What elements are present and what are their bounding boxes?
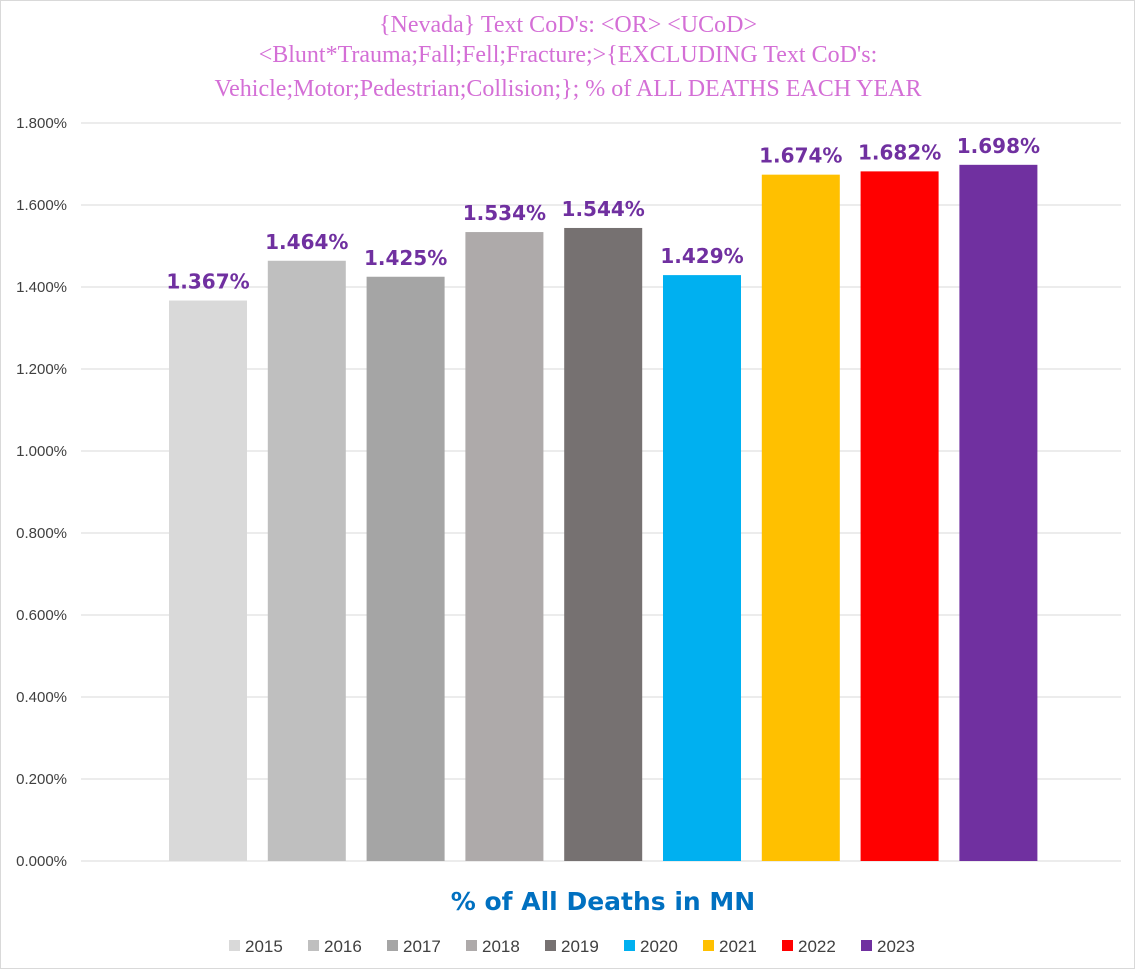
legend-label-2018: 2018 [482, 937, 520, 956]
data-label-2017: 1.425% [364, 246, 447, 270]
data-label-2015: 1.367% [166, 270, 249, 294]
legend-swatch-2015 [229, 940, 240, 951]
legend-label-2016: 2016 [324, 937, 362, 956]
bar-2017 [366, 276, 445, 861]
legend-swatch-2019 [545, 940, 556, 951]
legend-swatch-2020 [624, 940, 635, 951]
legend: 2015 2016 2017 2018 2019 2020 2021 2022 2023 [229, 937, 915, 956]
legend-swatch-2016 [308, 940, 319, 951]
bar-2015 [169, 300, 247, 861]
bars [169, 164, 1038, 861]
y-tick-label: 0.600% [16, 607, 67, 624]
legend-swatch-2018 [466, 940, 477, 951]
bar-2022 [860, 171, 939, 861]
y-tick-label: 1.000% [16, 443, 67, 460]
data-label-2018: 1.534% [463, 201, 546, 225]
bar-2023 [959, 164, 1038, 861]
y-tick-label: 0.800% [16, 525, 67, 542]
y-tick-label: 0.200% [16, 771, 67, 788]
legend-swatch-2023 [861, 940, 872, 951]
bar-2018 [465, 232, 544, 861]
chart-title-line-2: <Blunt*Trauma;Fall;Fell;Fracture;>{EXCLU… [259, 42, 878, 68]
bar-2021 [761, 174, 840, 861]
legend-swatch-2021 [703, 940, 714, 951]
y-tick-label: 1.600% [16, 197, 67, 214]
bar-2019 [564, 227, 643, 861]
chart-title: {Nevada} Text CoD's: <OR> <UCoD> <Blunt*… [214, 12, 921, 102]
chart-title-line-1: {Nevada} Text CoD's: <OR> <UCoD> [379, 12, 757, 38]
legend-label-2020: 2020 [640, 937, 678, 956]
legend-label-2015: 2015 [245, 937, 283, 956]
y-tick-label: 0.400% [16, 689, 67, 706]
bar-2016 [267, 260, 346, 861]
data-label-2020: 1.429% [660, 244, 743, 268]
chart-title-line-3: Vehicle;Motor;Pedestrian;Collision;}; % … [214, 76, 921, 102]
data-labels: 1.367% 1.464% 1.425% 1.534% 1.544% 1.429% 1.67… [166, 134, 1040, 294]
bar-2020 [663, 275, 741, 861]
legend-label-2023: 2023 [877, 937, 915, 956]
data-label-2016: 1.464% [265, 230, 348, 254]
legend-label-2017: 2017 [403, 937, 441, 956]
legend-swatch-2022 [782, 940, 793, 951]
y-tick-label: 0.000% [16, 853, 67, 870]
y-tick-label: 1.400% [16, 279, 67, 296]
data-label-2022: 1.682% [858, 140, 941, 164]
y-tick-label: 1.200% [16, 361, 67, 378]
legend-label-2019: 2019 [561, 937, 599, 956]
legend-swatch-2017 [387, 940, 398, 951]
data-label-2023: 1.698% [957, 134, 1040, 158]
legend-label-2021: 2021 [719, 937, 757, 956]
x-axis-title: % of All Deaths in MN [451, 887, 755, 916]
data-label-2021: 1.674% [759, 144, 842, 168]
y-axis-tick-labels: 0.000% 0.200% 0.400% 0.600% 0.800% 1.000% 1.20… [16, 115, 67, 870]
legend-label-2022: 2022 [798, 937, 836, 956]
data-label-2019: 1.544% [562, 197, 645, 221]
y-tick-label: 1.800% [16, 115, 67, 132]
